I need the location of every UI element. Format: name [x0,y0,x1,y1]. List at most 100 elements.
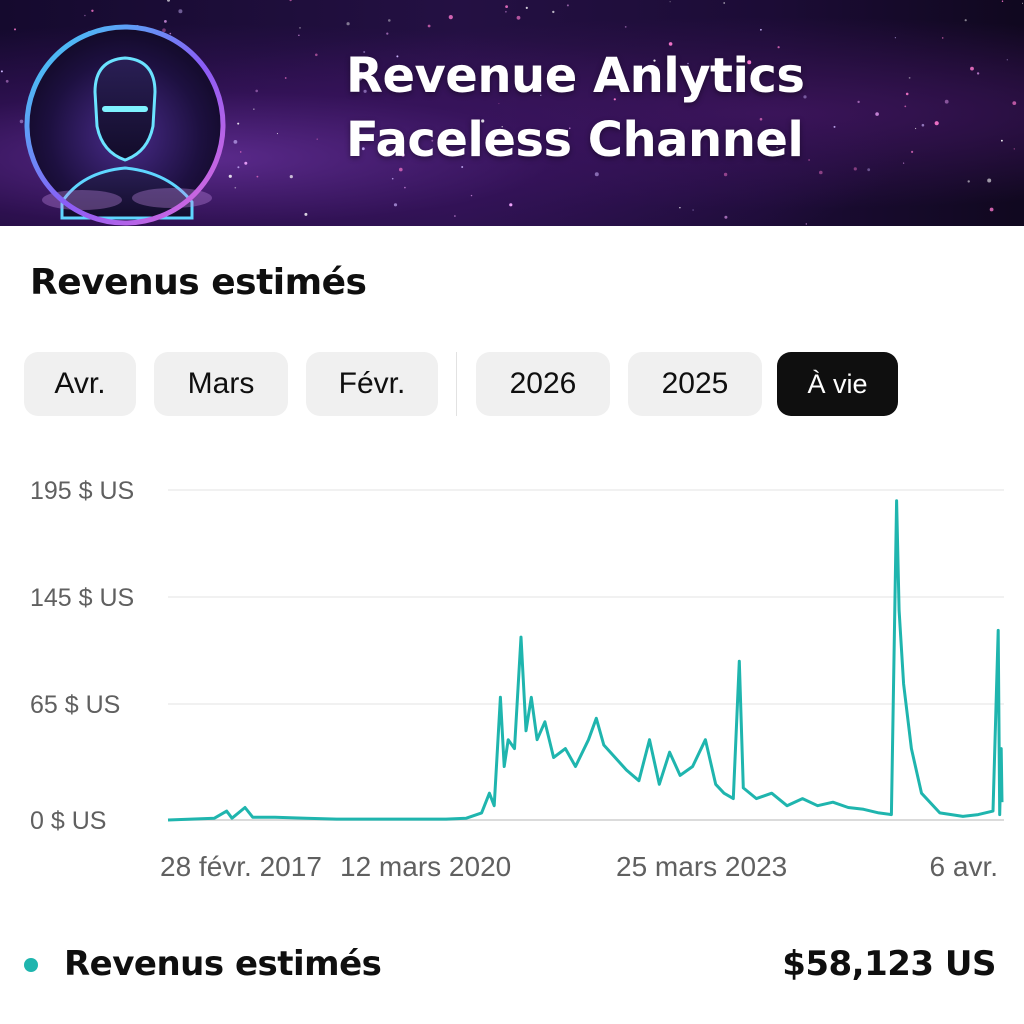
star [454,215,456,217]
star [566,4,569,7]
star [803,95,807,99]
star [164,20,167,23]
star [894,37,896,39]
star [178,9,183,14]
revenue-line-chart: 195 $ US 145 $ US 65 $ US 0 $ US 28 févr. 20… [30,477,1004,882]
star [162,28,166,32]
star [253,108,255,110]
star [857,100,860,104]
star [1001,139,1003,142]
star [481,119,485,123]
star [723,2,726,4]
star [393,203,398,207]
star [505,5,508,8]
star [760,28,762,31]
revenue-series-line [167,499,1004,822]
star [747,60,752,65]
star [14,28,16,31]
star [970,66,974,71]
star [759,117,763,121]
star [921,123,925,127]
legend-total-value: $58,123 US [782,944,996,984]
filter-chip-march[interactable]: Mars [154,352,288,416]
star [987,178,992,183]
star [361,147,365,151]
star [1001,0,1004,2]
star [723,172,728,177]
star [599,148,602,151]
star [386,32,389,35]
star [358,76,363,81]
star [284,77,287,79]
star [509,203,513,207]
star [516,15,521,20]
star [687,62,689,65]
star [299,27,301,29]
star [351,130,354,132]
star [399,167,403,172]
star [237,166,240,169]
legend-color-dot [24,958,38,972]
star [867,168,871,172]
star [233,140,238,144]
banner-title: Revenue Anlytics Faceless Channel [346,44,805,172]
star [255,89,258,93]
star [736,87,741,92]
star [941,37,944,39]
star [388,19,391,22]
star [552,10,555,14]
star [808,159,810,161]
star [167,0,170,2]
star [470,194,473,197]
star [1013,148,1015,150]
filter-chip-lifetime[interactable]: À vie [777,352,898,416]
star [431,139,434,142]
star [944,99,949,104]
star [602,76,606,80]
star [461,166,464,168]
star [875,112,879,116]
star [853,167,857,171]
star [668,42,673,46]
star [315,53,318,57]
section-title: Revenus estimés [30,262,367,303]
star [234,186,237,189]
star [512,142,514,144]
star [427,24,431,28]
filter-chip-february[interactable]: Févr. [306,352,438,416]
star [976,72,980,75]
star [569,127,571,129]
star [84,14,86,17]
chip-divider [456,352,457,416]
star [964,19,967,22]
star [298,34,300,36]
star [908,77,911,79]
star [934,121,939,126]
star [237,122,240,125]
star [833,125,836,128]
star [5,79,9,83]
star [239,151,242,153]
y-tick-label: 195 $ US [30,477,134,505]
filter-chip-2026[interactable]: 2026 [476,352,610,416]
star [363,51,366,53]
star [911,150,914,153]
star [396,55,399,58]
star [289,0,292,2]
filter-chip-2025[interactable]: 2025 [628,352,762,416]
star [903,162,905,164]
faceless-avatar-icon [24,24,226,226]
channel-banner: Revenue Anlytics Faceless Channel [0,0,1024,226]
star [905,92,909,96]
star [1012,101,1017,105]
star [401,153,405,157]
star [169,32,172,35]
star [420,68,425,73]
star [777,46,780,49]
star [692,209,694,211]
y-tick-label: 145 $ US [30,584,134,612]
filter-chip-april[interactable]: Avr. [24,352,136,416]
star [904,105,907,108]
star [19,119,24,124]
star [448,15,453,20]
